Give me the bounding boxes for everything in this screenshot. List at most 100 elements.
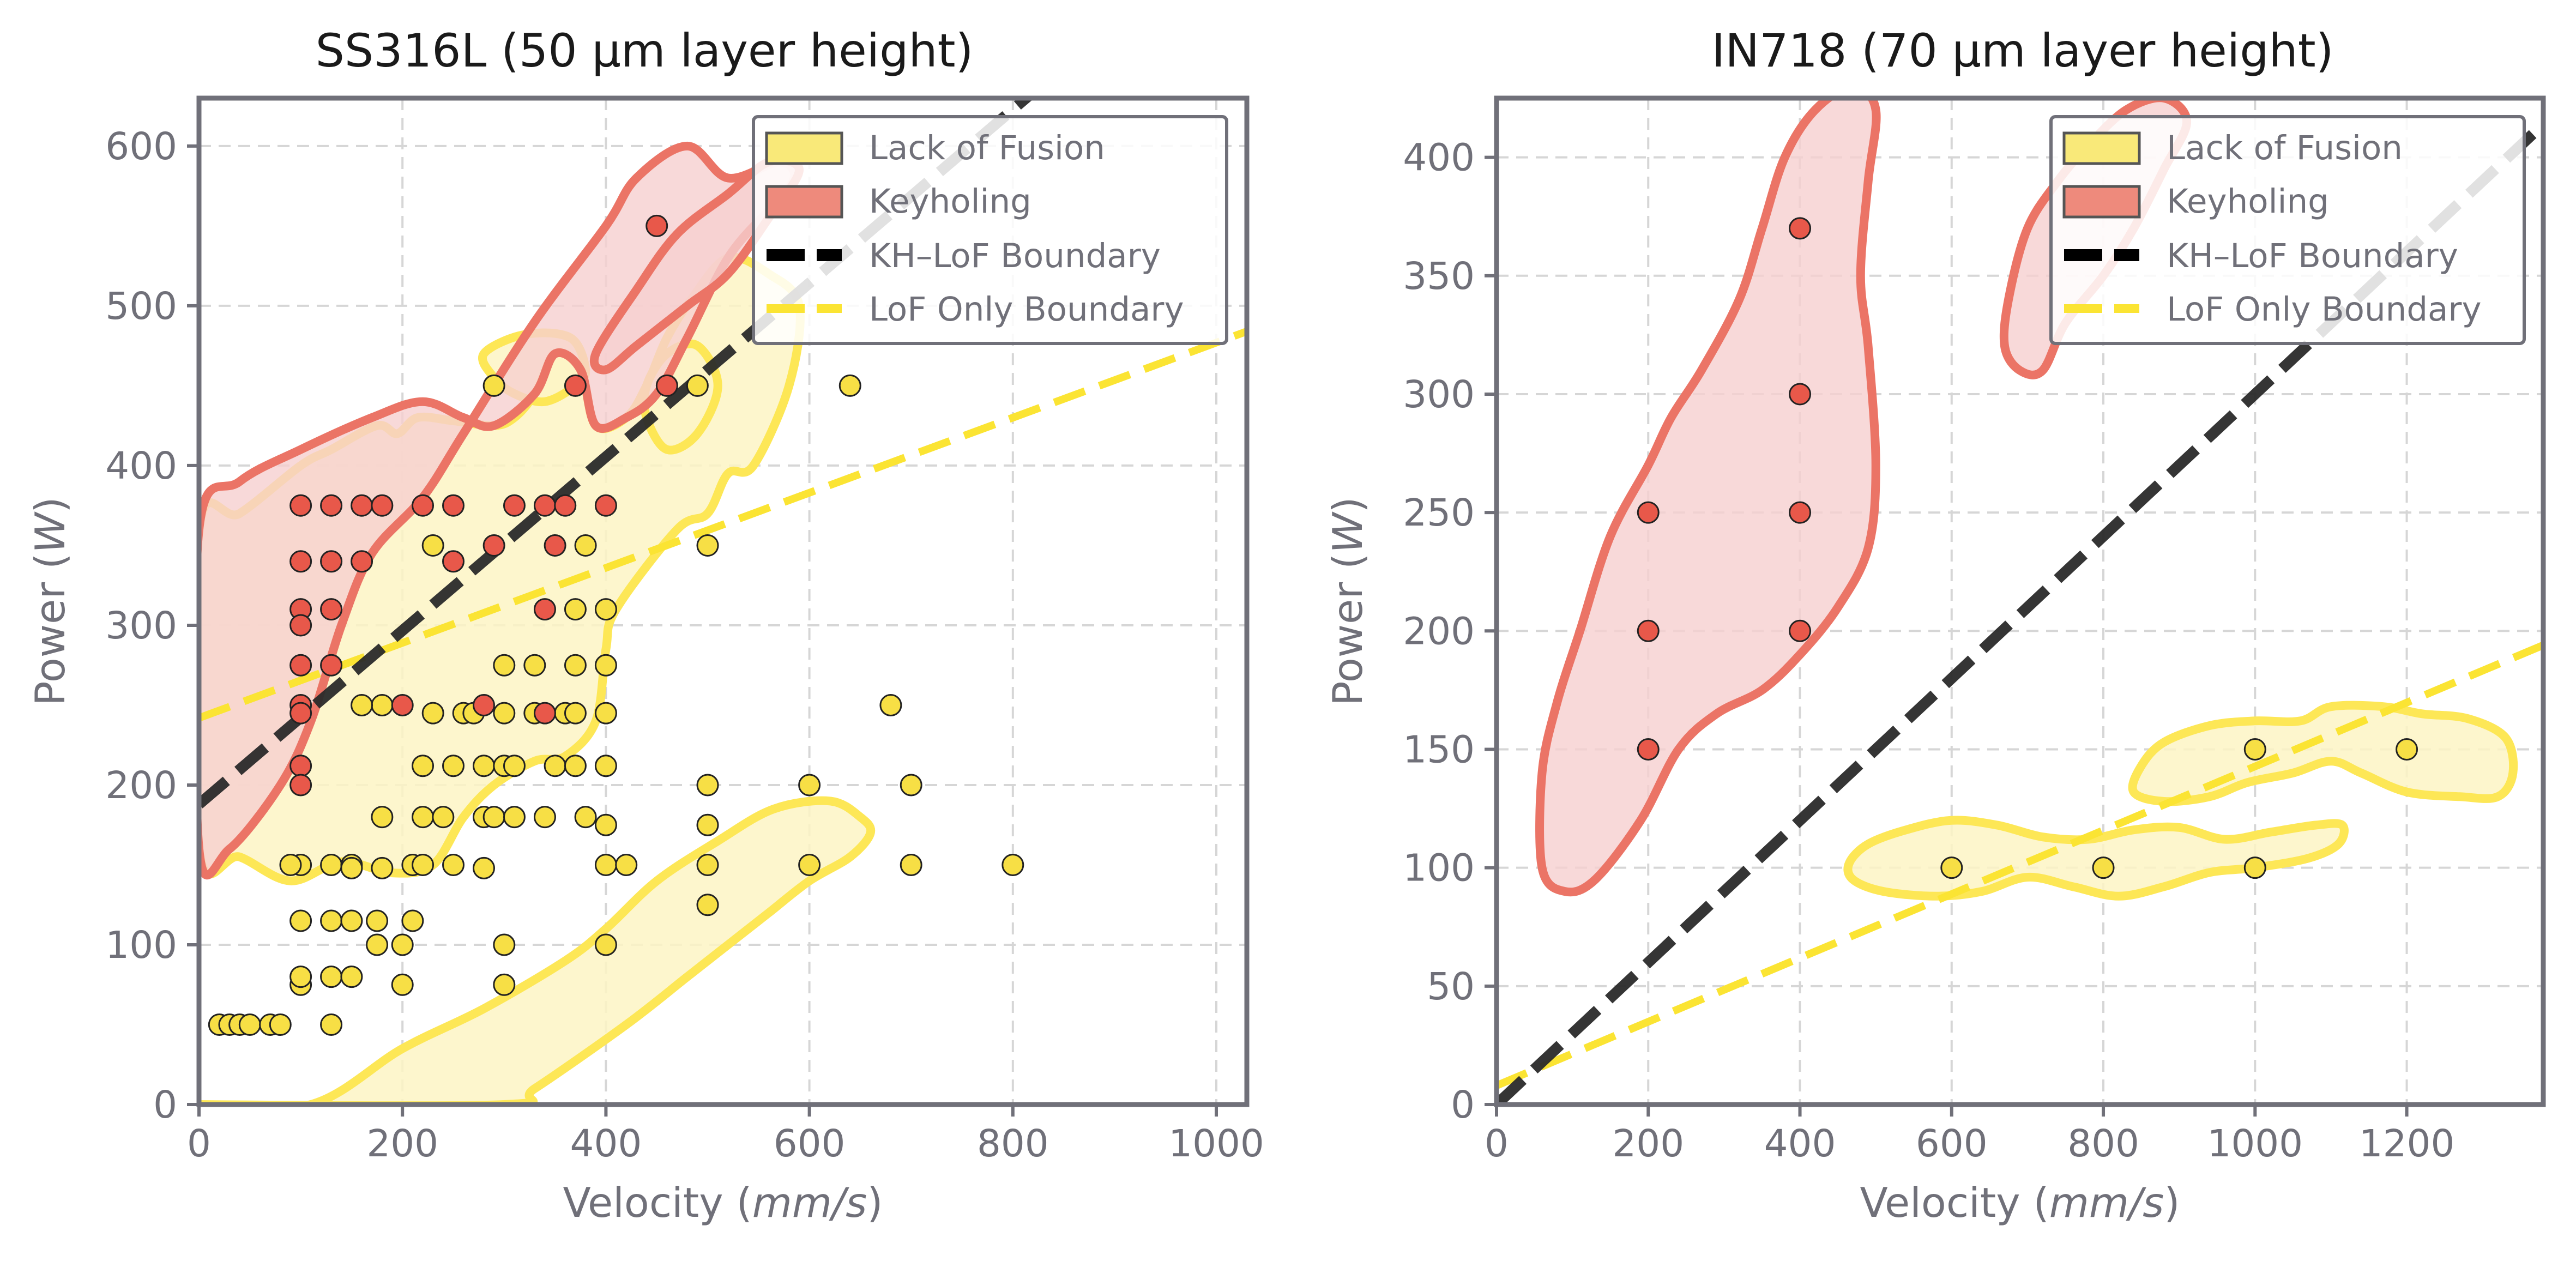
keyholing-point: [1789, 501, 1812, 524]
lof-point: [366, 933, 389, 956]
lof-point: [594, 755, 617, 777]
keyholing-point: [289, 702, 312, 725]
lof-point: [289, 909, 312, 932]
legend-box: [752, 115, 1228, 345]
lof-point: [371, 806, 394, 829]
keyholing-point: [289, 654, 312, 677]
x-tick-label: 1000: [2207, 1122, 2303, 1166]
lof-point: [696, 534, 719, 557]
y-tick-label: 100: [105, 924, 177, 967]
lof-point: [391, 933, 414, 956]
y-tick-label: 600: [105, 125, 177, 168]
lof-point: [412, 853, 435, 876]
lof-point: [482, 374, 505, 397]
lof-point: [320, 909, 343, 932]
lof-point: [442, 853, 465, 876]
lof-point: [432, 806, 455, 829]
lof-point: [493, 933, 516, 956]
chart-title: SS316L (50 µm layer height): [316, 24, 974, 77]
lof-point: [472, 755, 495, 777]
lof-point: [879, 693, 902, 716]
lof-point: [503, 806, 526, 829]
boundary-lines: [199, 98, 1247, 809]
lof-point: [564, 755, 587, 777]
keyholing-point: [371, 494, 394, 517]
y-tick-label: 200: [1403, 610, 1475, 653]
lof-point: [2092, 856, 2115, 879]
lof-point: [594, 702, 617, 725]
keyholing-region: [1535, 98, 1881, 897]
keyholing-point: [472, 693, 495, 716]
legend-kh-lof-boundary: KH–LoF Boundary: [869, 237, 1161, 275]
keyholing-point: [645, 214, 668, 237]
keyholing-point: [594, 494, 617, 517]
keyholing-point: [351, 494, 373, 517]
y-tick-label: 400: [1403, 136, 1475, 180]
lof-point: [798, 774, 821, 797]
keyholing-point: [351, 550, 373, 573]
lof-point: [493, 654, 516, 677]
keyholing-point: [564, 374, 587, 397]
lof-point: [900, 853, 922, 876]
lof-point: [594, 933, 617, 956]
x-tick-label: 800: [977, 1122, 1049, 1166]
lof-point: [340, 856, 363, 879]
lof-point: [412, 806, 435, 829]
x-tick-label: 1000: [1168, 1122, 1264, 1166]
lof-point: [2396, 738, 2418, 761]
lof-point: [472, 856, 495, 879]
lof-point: [564, 654, 587, 677]
keyholing-point: [391, 693, 414, 716]
keyholing-point: [320, 654, 343, 677]
lof-point: [340, 909, 363, 932]
lof-point: [900, 774, 922, 797]
lof-region: [1843, 816, 2349, 901]
keyholing-point: [289, 774, 312, 797]
lof-point: [503, 755, 526, 777]
lof-point: [482, 806, 505, 829]
lof-point: [320, 1013, 343, 1036]
y-tick-label: 0: [1451, 1083, 1475, 1127]
x-tick-label: 1200: [2359, 1122, 2455, 1166]
lof-point: [544, 755, 566, 777]
lof-region: [2128, 701, 2518, 806]
panel-in718: IN718 (70 µm layer height) 0 200 400 600 800…: [1324, 24, 2546, 1227]
lof-point: [351, 693, 373, 716]
legend-lack-of-fusion: Lack of Fusion: [869, 129, 1105, 167]
y-tick-label: 500: [105, 285, 177, 328]
keyholing-point: [320, 550, 343, 573]
lof-point: [615, 853, 638, 876]
y-tick-label: 300: [105, 604, 177, 648]
lof-point: [371, 856, 394, 879]
lof-point: [442, 755, 465, 777]
keyholing-point: [554, 494, 577, 517]
x-tick-label: 600: [774, 1122, 846, 1166]
x-tick-label: 0: [187, 1122, 211, 1166]
lof-point: [696, 774, 719, 797]
keyholing-point: [289, 614, 312, 637]
lof-point: [533, 806, 556, 829]
kh-lof-boundary-line: [199, 98, 1035, 809]
legend-swatch-lof: [2062, 131, 2141, 165]
y-axis-label: Power (W): [26, 497, 74, 705]
legend: Lack of Fusion Keyholing KH–LoF Boundary…: [752, 115, 1228, 345]
x-tick-label: 600: [1916, 1122, 1988, 1166]
lof-point: [686, 374, 709, 397]
legend-swatch-kh: [2062, 185, 2141, 219]
legend-keyholing: Keyholing: [2167, 182, 2329, 221]
plot-frame: [196, 95, 1250, 1107]
legend-keyholing: Keyholing: [869, 182, 1031, 221]
lof-point: [2243, 856, 2266, 879]
lof-point: [391, 973, 414, 996]
lof-point: [289, 966, 312, 988]
lof-point: [594, 813, 617, 836]
lof-point: [421, 534, 444, 557]
keyholing-point: [442, 550, 465, 573]
chart-title: IN718 (70 µm layer height): [1712, 24, 2334, 77]
panel-ss316l: SS316L (50 µm layer height) 0 200 400 600 80…: [26, 24, 1264, 1227]
keyholing-point: [544, 534, 566, 557]
lof-point: [269, 1013, 292, 1036]
lof-point: [340, 966, 363, 988]
x-axis-label: Velocity (mm/s): [1860, 1179, 2180, 1227]
lof-point: [798, 853, 821, 876]
